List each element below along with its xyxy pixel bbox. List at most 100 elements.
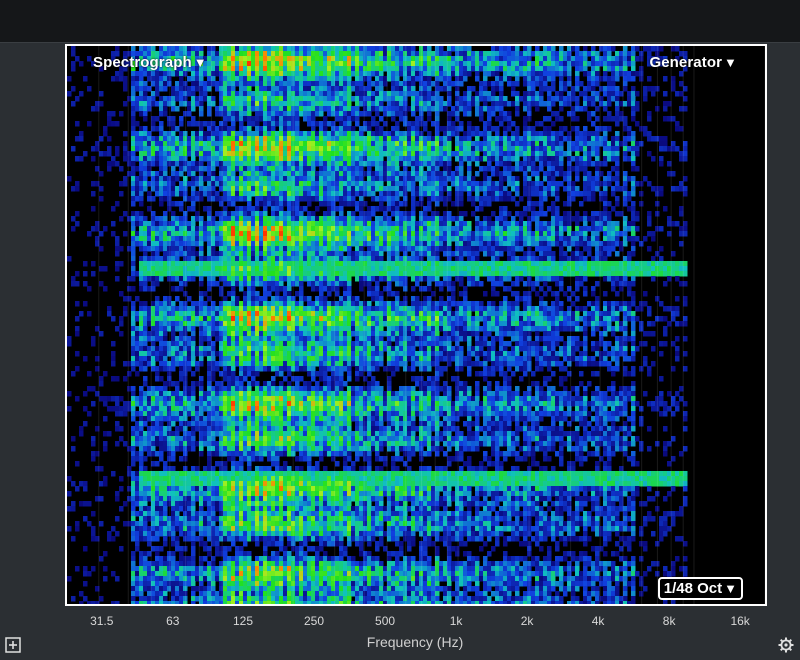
heatmap-cell xyxy=(163,156,168,162)
heatmap-cell xyxy=(139,256,144,262)
heatmap-cell xyxy=(435,116,440,122)
heatmap-cell xyxy=(215,226,220,232)
heatmap-cell xyxy=(319,96,324,102)
heatmap-cell xyxy=(223,136,228,142)
heatmap-cell xyxy=(339,146,344,152)
heatmap-cell xyxy=(259,251,264,257)
heatmap-cell xyxy=(299,131,304,137)
heatmap-cell xyxy=(611,166,616,172)
heatmap-cell xyxy=(435,126,440,132)
heatmap-cell xyxy=(455,46,460,52)
heatmap-cell xyxy=(383,161,388,167)
heatmap-cell xyxy=(459,96,464,102)
heatmap-cell xyxy=(339,106,344,112)
heatmap-cell xyxy=(539,101,544,107)
heatmap-cell xyxy=(167,116,172,122)
heatmap-cell xyxy=(131,66,136,72)
heatmap-cell xyxy=(339,231,344,237)
heatmap-cell xyxy=(479,111,484,117)
heatmap-cell xyxy=(491,221,496,227)
heatmap-cell xyxy=(195,166,200,172)
heatmap-cell xyxy=(307,156,312,162)
heatmap-cell xyxy=(595,256,600,262)
heatmap-cell xyxy=(291,61,296,67)
heatmap-cell xyxy=(303,181,308,187)
heatmap-cell xyxy=(547,191,552,197)
heatmap-cell xyxy=(79,136,84,142)
heatmap-cell xyxy=(575,241,580,247)
heatmap-cell xyxy=(131,186,136,192)
heatmap-cell xyxy=(363,91,368,97)
heatmap-cell xyxy=(335,146,340,152)
heatmap-cell xyxy=(551,181,556,187)
heatmap-cell xyxy=(331,146,336,152)
heatmap-cell xyxy=(167,96,172,102)
heatmap-cell xyxy=(459,181,464,187)
heatmap-cell xyxy=(543,246,548,252)
heatmap-cell xyxy=(431,151,436,157)
heatmap-cell xyxy=(491,146,496,152)
heatmap-cell xyxy=(171,46,176,52)
heatmap-cell xyxy=(527,61,532,67)
heatmap-cell xyxy=(651,136,656,142)
heatmap-cell xyxy=(371,176,376,182)
heatmap-cell xyxy=(575,141,580,147)
heatmap-cell xyxy=(211,186,216,192)
heatmap-cell xyxy=(151,181,156,187)
heatmap-cell xyxy=(287,136,292,142)
heatmap-cell xyxy=(455,196,460,202)
heatmap-cell xyxy=(371,116,376,122)
heatmap-cell xyxy=(683,96,688,102)
spectrograph-plot[interactable]: Spectrograph ▼ Generator ▼ 1/48 Oct ▼ xyxy=(65,44,767,606)
heatmap-cell xyxy=(615,221,620,227)
heatmap-cell xyxy=(123,76,128,82)
heatmap-cell xyxy=(383,241,388,247)
heatmap-cell xyxy=(319,246,324,252)
heatmap-cell xyxy=(319,141,324,147)
heatmap-cell xyxy=(171,166,176,172)
heatmap-cell xyxy=(647,231,652,237)
heatmap-cell xyxy=(435,166,440,172)
heatmap-cell xyxy=(419,236,424,242)
heatmap-cell xyxy=(283,126,288,132)
heatmap-cell xyxy=(423,126,428,132)
heatmap-cell xyxy=(335,156,340,162)
heatmap-cell xyxy=(391,141,396,147)
heatmap-cell xyxy=(575,126,580,132)
heatmap-cell xyxy=(679,126,684,132)
heatmap-cell xyxy=(303,196,308,202)
heatmap-cell xyxy=(555,66,560,72)
heatmap-cell xyxy=(175,256,180,262)
heatmap-cell xyxy=(579,51,584,57)
heatmap-cell xyxy=(403,246,408,252)
heatmap-cell xyxy=(251,246,256,252)
heatmap-cell xyxy=(551,171,556,177)
heatmap-cell xyxy=(571,61,576,67)
heatmap-cell xyxy=(595,76,600,82)
heatmap-cell xyxy=(403,81,408,87)
heatmap-cell xyxy=(223,146,228,152)
heatmap-cell xyxy=(171,241,176,247)
heatmap-cell xyxy=(151,236,156,242)
heatmap-cell xyxy=(559,221,564,227)
heatmap-cell xyxy=(307,256,312,262)
heatmap-cell xyxy=(279,151,284,157)
heatmap-cell xyxy=(447,171,452,177)
heatmap-cell xyxy=(631,51,636,57)
heatmap-cell xyxy=(171,211,176,217)
heatmap-cell xyxy=(219,241,224,247)
heatmap-cell xyxy=(675,261,680,267)
heatmap-cell xyxy=(115,146,120,152)
heatmap-cell xyxy=(123,176,128,182)
heatmap-cell xyxy=(651,261,656,267)
heatmap-cell xyxy=(303,166,308,172)
heatmap-cell xyxy=(339,81,344,87)
heatmap-cell xyxy=(659,191,664,197)
heatmap-cell xyxy=(275,116,280,122)
heatmap-cell xyxy=(295,161,300,167)
heatmap-cell xyxy=(511,221,516,227)
heatmap-cell xyxy=(275,101,280,107)
heatmap-cell xyxy=(239,226,244,232)
heatmap-cell xyxy=(275,171,280,177)
heatmap-cell xyxy=(371,146,376,152)
